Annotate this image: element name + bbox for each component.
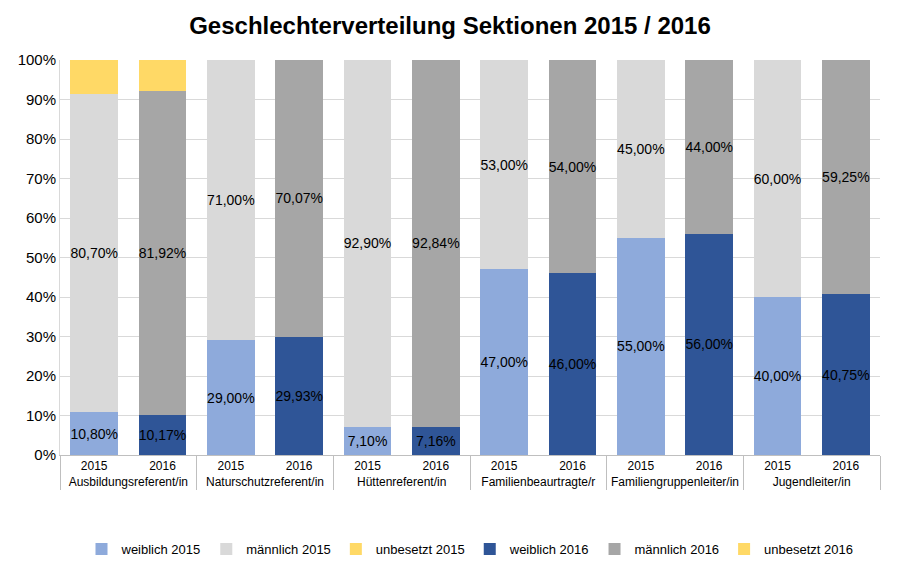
svg-text:Familiengruppenleiter/in: Familiengruppenleiter/in bbox=[611, 475, 739, 489]
svg-text:54,00%: 54,00% bbox=[549, 159, 596, 175]
svg-text:Ausbildungsreferent/in: Ausbildungsreferent/in bbox=[69, 475, 188, 489]
svg-text:29,00%: 29,00% bbox=[207, 390, 254, 406]
svg-text:70%: 70% bbox=[26, 170, 56, 187]
svg-text:47,00%: 47,00% bbox=[480, 354, 527, 370]
svg-text:55,00%: 55,00% bbox=[617, 338, 664, 354]
svg-text:2015: 2015 bbox=[764, 459, 791, 473]
svg-text:30%: 30% bbox=[26, 328, 56, 345]
svg-text:100%: 100% bbox=[18, 51, 56, 68]
svg-text:7,10%: 7,10% bbox=[348, 433, 388, 449]
svg-text:50%: 50% bbox=[26, 249, 56, 266]
svg-text:Geschlechterverteilung Sektion: Geschlechterverteilung Sektionen 2015 / … bbox=[189, 12, 711, 39]
svg-text:2015: 2015 bbox=[491, 459, 518, 473]
svg-text:70,07%: 70,07% bbox=[275, 190, 322, 206]
svg-text:10,17%: 10,17% bbox=[139, 427, 186, 443]
svg-text:60,00%: 60,00% bbox=[754, 171, 801, 187]
svg-text:80%: 80% bbox=[26, 130, 56, 147]
svg-text:7,16%: 7,16% bbox=[416, 433, 456, 449]
svg-text:männlich 2015: männlich 2015 bbox=[246, 542, 331, 557]
svg-text:60%: 60% bbox=[26, 209, 56, 226]
svg-text:56,00%: 56,00% bbox=[685, 336, 732, 352]
svg-text:weiblich 2016: weiblich 2016 bbox=[509, 542, 589, 557]
svg-text:20%: 20% bbox=[26, 367, 56, 384]
svg-text:90%: 90% bbox=[26, 91, 56, 108]
svg-text:Familienbeaurtragte/r: Familienbeaurtragte/r bbox=[481, 475, 595, 489]
svg-text:0%: 0% bbox=[34, 446, 56, 463]
svg-text:2015: 2015 bbox=[354, 459, 381, 473]
svg-text:71,00%: 71,00% bbox=[207, 192, 254, 208]
svg-text:männlich 2016: männlich 2016 bbox=[635, 542, 720, 557]
svg-text:Hüttenreferent/in: Hüttenreferent/in bbox=[357, 475, 446, 489]
svg-text:2016: 2016 bbox=[286, 459, 313, 473]
svg-text:Jugendleiter/in: Jugendleiter/in bbox=[773, 475, 851, 489]
svg-text:Naturschutzreferent/in: Naturschutzreferent/in bbox=[206, 475, 324, 489]
svg-text:80,70%: 80,70% bbox=[70, 245, 117, 261]
svg-text:10,80%: 10,80% bbox=[70, 426, 117, 442]
svg-text:2016: 2016 bbox=[832, 459, 859, 473]
svg-text:40,75%: 40,75% bbox=[822, 367, 869, 383]
svg-text:2016: 2016 bbox=[559, 459, 586, 473]
svg-text:81,92%: 81,92% bbox=[139, 245, 186, 261]
svg-text:53,00%: 53,00% bbox=[480, 157, 527, 173]
svg-text:unbesetzt 2016: unbesetzt 2016 bbox=[764, 542, 853, 557]
svg-text:2015: 2015 bbox=[217, 459, 244, 473]
svg-text:unbesetzt 2015: unbesetzt 2015 bbox=[376, 542, 465, 557]
svg-text:46,00%: 46,00% bbox=[549, 356, 596, 372]
svg-text:44,00%: 44,00% bbox=[685, 139, 732, 155]
svg-text:92,84%: 92,84% bbox=[412, 235, 459, 251]
svg-text:weiblich 2015: weiblich 2015 bbox=[121, 542, 201, 557]
svg-text:2015: 2015 bbox=[627, 459, 654, 473]
svg-text:2015: 2015 bbox=[81, 459, 108, 473]
svg-text:45,00%: 45,00% bbox=[617, 141, 664, 157]
svg-text:29,93%: 29,93% bbox=[275, 388, 322, 404]
svg-text:10%: 10% bbox=[26, 407, 56, 424]
svg-text:2016: 2016 bbox=[422, 459, 449, 473]
svg-text:40,00%: 40,00% bbox=[754, 368, 801, 384]
svg-text:59,25%: 59,25% bbox=[822, 169, 869, 185]
svg-text:2016: 2016 bbox=[149, 459, 176, 473]
svg-text:92,90%: 92,90% bbox=[344, 235, 391, 251]
svg-text:40%: 40% bbox=[26, 288, 56, 305]
svg-text:2016: 2016 bbox=[696, 459, 723, 473]
